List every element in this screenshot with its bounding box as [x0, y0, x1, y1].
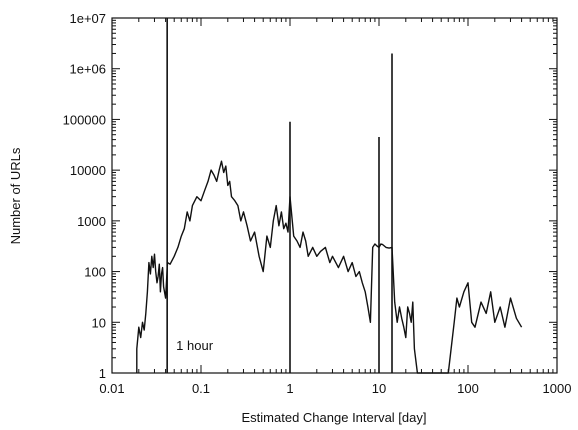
x-tick-label: 10: [372, 381, 386, 396]
x-tick-label: 1000: [543, 381, 572, 396]
x-tick-label: 1: [286, 381, 293, 396]
ticks: [111, 17, 558, 374]
y-tick-label: 10000: [70, 163, 106, 178]
x-tick-label: 100: [457, 381, 479, 396]
y-tick-label: 1e+06: [69, 62, 106, 77]
y-tick-label: 1000: [77, 214, 106, 229]
plot-frame: [111, 17, 558, 374]
y-tick-label: 1: [99, 366, 106, 381]
series-line: [136, 160, 523, 374]
y-axis-title: Number of URLs: [8, 147, 23, 244]
y-tick-label: 1e+07: [69, 11, 106, 26]
tick-labels: 0.01 0.1 1 10 100 1000 1 10 100 1000 10000 100000 1e…: [63, 11, 572, 396]
plot-area: 1 hour: [136, 18, 523, 374]
x-tick-label: 0.01: [99, 381, 124, 396]
y-tick-label: 100: [84, 265, 106, 280]
marker-label: 1 hour: [176, 338, 214, 353]
x-axis-title: Estimated Change Interval [day]: [242, 410, 427, 425]
y-tick-label: 10: [92, 315, 106, 330]
x-tick-label: 0.1: [192, 381, 210, 396]
y-tick-label: 100000: [63, 112, 106, 127]
